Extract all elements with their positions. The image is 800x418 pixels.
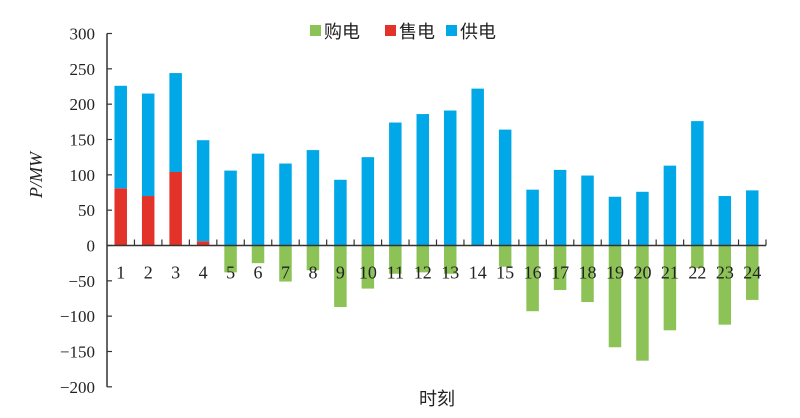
- bar-购电-7: [279, 245, 292, 282]
- bar-购电-23: [718, 245, 732, 325]
- x-tick-label: 7: [281, 263, 290, 283]
- x-tick-label: 15: [496, 263, 514, 283]
- x-tick-label: 16: [524, 263, 542, 283]
- bar-购电-6: [251, 245, 265, 264]
- bar-购电-15: [498, 245, 512, 267]
- bar-售电-3: [169, 172, 182, 246]
- y-tick-label: −150: [60, 343, 95, 362]
- x-tick-label: 17: [551, 263, 569, 283]
- bar-购电-24: [746, 245, 759, 300]
- bar-供电-2: [141, 93, 155, 197]
- x-tick-label: 19: [606, 263, 624, 283]
- bar-供电-16: [526, 189, 539, 246]
- x-tick-label: 23: [716, 263, 734, 283]
- bar-购电-11: [389, 245, 402, 274]
- bar-供电-1: [114, 85, 127, 189]
- x-tick-label: 1: [116, 263, 125, 283]
- bar-购电-22: [691, 245, 704, 269]
- bar-供电-19: [608, 196, 622, 246]
- bar-售电-1: [114, 188, 127, 246]
- bar-购电-16: [526, 245, 539, 312]
- x-axis-label: 时刻: [419, 389, 455, 410]
- bar-购电-8: [306, 245, 320, 271]
- bar-供电-23: [718, 196, 732, 246]
- x-tick-label: 11: [387, 263, 404, 283]
- bar-购电-13: [443, 245, 457, 274]
- bar-供电-5: [224, 170, 237, 246]
- x-tick-label: 12: [414, 263, 432, 283]
- bar-售电-2: [141, 196, 155, 246]
- bar-购电-17: [553, 245, 567, 291]
- bars: [114, 73, 759, 361]
- bar-购电-18: [581, 245, 594, 303]
- bar-供电-18: [581, 175, 594, 246]
- y-tick-label: −50: [68, 272, 95, 291]
- y-axis-label: P/MW: [26, 150, 46, 199]
- x-tick-label: 4: [199, 263, 208, 283]
- x-tick-label: 22: [688, 263, 706, 283]
- y-tick-label: 250: [70, 60, 96, 79]
- bar-供电-9: [334, 179, 347, 246]
- y-tick-label: 0: [87, 237, 96, 256]
- y-tick-label: 100: [70, 166, 96, 185]
- bar-供电-7: [279, 163, 292, 246]
- x-tick-label: 14: [469, 263, 487, 283]
- bar-供电-24: [746, 190, 759, 246]
- bar-供电-6: [251, 153, 265, 246]
- bar-供电-4: [196, 140, 210, 242]
- y-tick-label: −200: [60, 378, 95, 397]
- x-tick-label: 5: [226, 263, 235, 283]
- legend-label: 供电: [460, 22, 496, 43]
- bar-供电-22: [691, 121, 704, 246]
- bar-购电-12: [416, 245, 430, 273]
- x-tick-label: 18: [579, 263, 597, 283]
- y-tick-label: 50: [78, 201, 95, 220]
- bar-供电-13: [443, 110, 457, 246]
- bar-供电-15: [498, 129, 512, 246]
- bar-供电-21: [663, 165, 677, 246]
- bar-售电-4: [196, 241, 210, 246]
- bar-供电-14: [471, 88, 484, 246]
- bar-供电-8: [306, 150, 320, 246]
- legend-swatch-购电: [310, 25, 321, 36]
- bar-供电-10: [361, 157, 375, 246]
- x-tick-label: 8: [308, 263, 317, 283]
- bar-购电-19: [608, 245, 622, 348]
- x-tick-label: 20: [633, 263, 651, 283]
- bar-购电-21: [663, 245, 677, 331]
- legend: 购电 售电 供电: [310, 22, 496, 43]
- x-tick-label: 2: [144, 263, 153, 283]
- bar-供电-12: [416, 114, 430, 246]
- legend-swatch-供电: [446, 25, 457, 36]
- bar-购电-9: [334, 245, 347, 307]
- x-tick-label: 21: [661, 263, 679, 283]
- y-tick-label: 150: [70, 131, 96, 150]
- bar-购电-10: [361, 245, 375, 289]
- x-tick-label: 3: [171, 263, 180, 283]
- bar-购电-5: [224, 245, 237, 273]
- legend-swatch-售电: [385, 25, 396, 36]
- x-tick-label: 6: [254, 263, 263, 283]
- bar-供电-3: [169, 73, 182, 173]
- bar-供电-17: [553, 169, 567, 246]
- x-tick-label: 9: [336, 263, 345, 283]
- x-tick-label: 13: [441, 263, 459, 283]
- bar-供电-20: [636, 191, 649, 246]
- x-tick-label: 10: [359, 263, 377, 283]
- x-tick-label: 24: [743, 263, 761, 283]
- y-tick-label: −100: [60, 307, 95, 326]
- legend-label: 售电: [399, 22, 435, 43]
- bar-购电-20: [636, 245, 649, 361]
- y-tick-label: 200: [70, 95, 96, 114]
- bar-供电-11: [389, 122, 402, 246]
- y-tick-label: 300: [70, 25, 96, 44]
- legend-label: 购电: [324, 22, 360, 43]
